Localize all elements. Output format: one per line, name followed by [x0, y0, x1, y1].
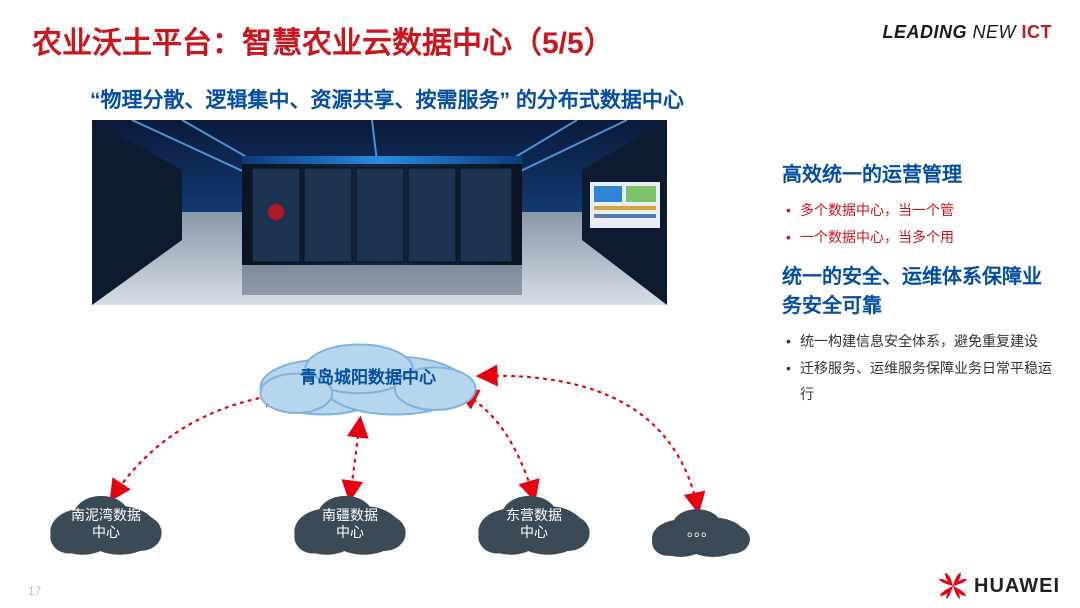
cloud-label: 南泥湾数据 中心 [65, 507, 147, 542]
main-cloud-node: 青岛城阳数据中心 [256, 340, 480, 416]
huawei-flower-icon [938, 572, 968, 600]
cloud-label: 。。。 [681, 523, 721, 541]
sub-cloud-node: 南泥湾数据 中心 [48, 492, 164, 556]
right-list-2: 统一构建信息安全体系，避免重复建设 迁移服务、运维服务保障业务日常平稳运行 [782, 328, 1052, 408]
right-heading-2: 统一的安全、运维体系保障业务安全可靠 [782, 260, 1052, 318]
logo-leading: LEADING [882, 22, 967, 42]
leading-new-ict-logo: LEADING NEW ICT [882, 22, 1052, 43]
huawei-logo: HUAWEI [938, 572, 1060, 600]
logo-ict: ICT [1022, 22, 1053, 42]
diagram-arrow [350, 420, 360, 498]
cloud-label: 青岛城阳数据中心 [294, 367, 442, 388]
diagram-arrow [480, 376, 698, 510]
list-item: 迁移服务、运维服务保障业务日常平稳运行 [782, 355, 1052, 408]
slide-title: 农业沃土平台：智慧农业云数据中心（5/5） [32, 18, 614, 62]
datacenter-photo [92, 120, 667, 305]
logo-new: NEW [972, 22, 1016, 42]
sub-cloud-node: 。。。 [650, 506, 752, 558]
list-item: 一个数据中心，当多个用 [782, 224, 1052, 251]
page-number: 17 [28, 584, 41, 598]
cloud-label: 南疆数据 中心 [316, 507, 384, 542]
subtitle: “物理分散、逻辑集中、资源共享、按需服务” 的分布式数据中心 [90, 84, 684, 114]
right-heading-1: 高效统一的运营管理 [782, 158, 1052, 187]
cloud-label: 东营数据 中心 [500, 507, 568, 542]
cloud-diagram: 青岛城阳数据中心 南泥湾数据 中心 南疆数据 中心 东营数据 中心 [30, 320, 750, 580]
huawei-text: HUAWEI [974, 575, 1060, 598]
list-item: 统一构建信息安全体系，避免重复建设 [782, 328, 1052, 355]
list-item: 多个数据中心，当一个管 [782, 197, 1052, 224]
right-list-1: 多个数据中心，当一个管 一个数据中心，当多个用 [782, 197, 1052, 250]
sub-cloud-node: 东营数据 中心 [476, 492, 592, 556]
sub-cloud-node: 南疆数据 中心 [292, 492, 408, 556]
right-info-panel: 高效统一的运营管理 多个数据中心，当一个管 一个数据中心，当多个用 统一的安全、… [782, 158, 1052, 418]
